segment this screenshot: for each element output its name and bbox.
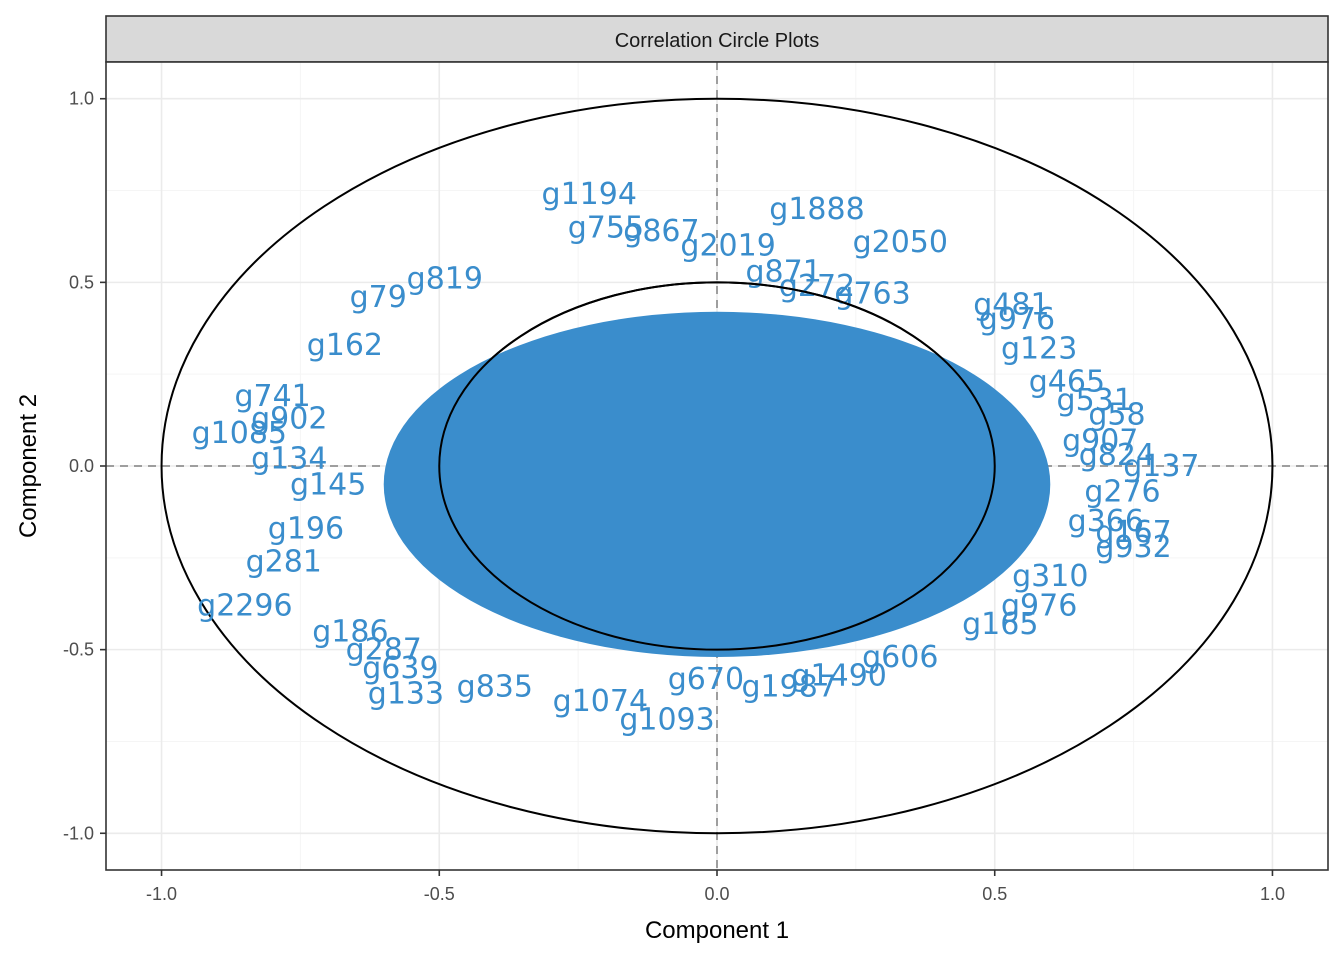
variable-label: g824 xyxy=(1079,438,1155,473)
variable-label: g481 xyxy=(973,287,1049,322)
variable-label: g272 xyxy=(779,269,855,304)
variable-label: g639 xyxy=(362,651,438,686)
correlation-circle xyxy=(160,97,1274,835)
variable-labels: g1194 g1888g2050g755g867g2019g871g272g763… xyxy=(192,177,1200,737)
variable-label: g276 xyxy=(1084,475,1160,510)
x-axis-title: Component 1 xyxy=(645,917,789,944)
y-tick-label: 1.0 xyxy=(69,89,94,109)
variable-label: g133 xyxy=(368,677,444,712)
variable-label: g763 xyxy=(834,276,910,311)
variable-label: g167 xyxy=(1095,515,1171,550)
variable-label: g531 xyxy=(1057,383,1133,418)
chart-title: Correlation Circle Plots xyxy=(615,30,820,52)
variable-label: g755 xyxy=(568,210,644,245)
variable-label: g287 xyxy=(346,633,422,668)
variable-label: g976 xyxy=(1001,589,1077,624)
y-axis-title: Component 2 xyxy=(15,394,42,538)
y-tick-label: 0.0 xyxy=(69,456,94,476)
variable-label: g196 xyxy=(268,511,344,546)
y-tick-label: -1.0 xyxy=(63,823,94,843)
x-tick-label: 0.0 xyxy=(704,884,729,904)
axis-ticks: -1.0 -0.5 0.0 0.5 1.0 -1.0 -0.5 0.0 0.5 1.0 xyxy=(63,89,1285,904)
variable-label: g976 xyxy=(979,302,1055,337)
variable-label: g2050 xyxy=(853,225,948,260)
variable-label: g1490 xyxy=(792,658,887,693)
variable-label: g835 xyxy=(457,669,533,704)
x-tick-label: -0.5 xyxy=(424,884,455,904)
variable-label: g741 xyxy=(234,379,310,414)
x-tick-label: 1.0 xyxy=(1260,884,1285,904)
variable-label: g1194 xyxy=(542,177,637,212)
variable-label: g366 xyxy=(1068,504,1144,539)
x-tick-label: -1.0 xyxy=(146,884,177,904)
variable-label: g134 xyxy=(251,442,327,477)
variable-label: g1085 xyxy=(192,416,287,451)
variable-label: g281 xyxy=(246,544,322,579)
variable-label: g670 xyxy=(668,662,744,697)
y-tick-label: -0.5 xyxy=(63,640,94,660)
dense-label-cloud xyxy=(383,311,1051,657)
variable-label: g310 xyxy=(1012,559,1088,594)
variable-label: g2296 xyxy=(197,589,292,624)
variable-label: g123 xyxy=(1001,331,1077,366)
variable-label: g2019 xyxy=(680,229,775,264)
variable-label: g145 xyxy=(290,467,366,502)
variable-label: g165 xyxy=(962,607,1038,642)
variable-label: g902 xyxy=(251,401,327,436)
inner-circle-outline xyxy=(438,281,996,651)
variable-label: g1093 xyxy=(619,702,714,737)
variable-label: g465 xyxy=(1029,365,1105,400)
variable-label: g819 xyxy=(407,262,483,297)
variable-label: g606 xyxy=(862,640,938,675)
x-tick-label: 0.5 xyxy=(982,884,1007,904)
variable-label: g137 xyxy=(1123,449,1199,484)
variable-label: g79 xyxy=(350,280,407,315)
variable-label: g907 xyxy=(1062,423,1138,458)
variable-label: g162 xyxy=(307,328,383,363)
y-tick-label: 0.5 xyxy=(69,272,94,292)
variable-label: g932 xyxy=(1095,530,1171,565)
inner-circle xyxy=(438,281,996,651)
variable-label: g867 xyxy=(623,214,699,249)
facet-strip xyxy=(105,15,1329,63)
variable-label: g1888 xyxy=(769,192,864,227)
variable-label: g1074 xyxy=(553,684,648,719)
variable-label: g58 xyxy=(1088,398,1145,433)
variable-label: g186 xyxy=(312,614,388,649)
variable-label: g1987 xyxy=(742,669,837,704)
